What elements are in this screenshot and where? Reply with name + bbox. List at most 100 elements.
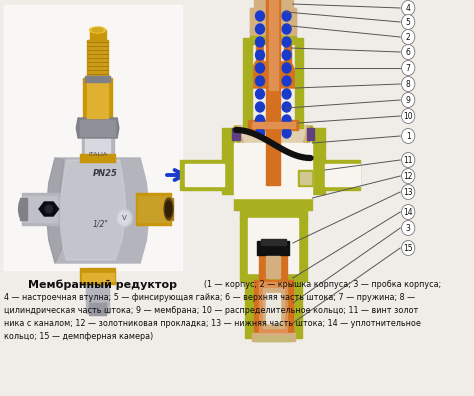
Circle shape: [282, 76, 291, 86]
Bar: [248, 120, 298, 130]
Bar: [19, 198, 27, 220]
Bar: [250, 36, 296, 44]
Circle shape: [255, 37, 264, 47]
Wedge shape: [234, 126, 312, 170]
Bar: [255, 336, 291, 341]
Bar: [252, 333, 295, 341]
Bar: [266, 293, 281, 323]
Circle shape: [401, 0, 415, 15]
Bar: [261, 0, 286, 38]
Bar: [300, 172, 310, 184]
Text: 12: 12: [403, 172, 413, 181]
Text: 9: 9: [406, 96, 410, 105]
Bar: [22, 193, 59, 225]
Bar: [82, 118, 114, 160]
Bar: [80, 268, 115, 284]
Text: 14: 14: [403, 208, 413, 217]
Ellipse shape: [18, 199, 26, 219]
Text: ника с каналом; 12 — золотниковая прокладка; 13 — нижняя часть штока; 14 — уплот: ника с каналом; 12 — золотниковая прокла…: [4, 319, 421, 328]
Text: V: V: [121, 215, 126, 221]
Circle shape: [255, 128, 264, 138]
Circle shape: [255, 50, 264, 60]
Text: кольцо; 15 — демпферная камера): кольцо; 15 — демпферная камера): [4, 332, 154, 341]
Bar: [325, 164, 360, 186]
Circle shape: [255, 11, 264, 21]
Wedge shape: [241, 126, 305, 162]
Circle shape: [401, 109, 415, 124]
Circle shape: [401, 15, 415, 29]
Bar: [255, 0, 291, 10]
Bar: [4, 5, 182, 270]
Bar: [259, 282, 288, 332]
Text: 11: 11: [403, 156, 413, 165]
Bar: [80, 154, 115, 162]
Circle shape: [401, 44, 415, 59]
Bar: [255, 10, 263, 62]
Circle shape: [401, 128, 415, 143]
Circle shape: [255, 89, 264, 99]
Bar: [89, 40, 107, 80]
Bar: [284, 10, 291, 62]
Text: PN25: PN25: [93, 169, 118, 178]
Text: 10: 10: [403, 112, 413, 121]
Circle shape: [282, 89, 291, 99]
Circle shape: [282, 11, 291, 21]
Bar: [239, 210, 307, 218]
Circle shape: [401, 152, 415, 168]
Circle shape: [282, 24, 291, 34]
Circle shape: [282, 115, 291, 125]
Bar: [169, 198, 173, 220]
Bar: [184, 164, 225, 186]
Wedge shape: [238, 126, 309, 166]
Text: 13: 13: [403, 188, 413, 197]
Bar: [248, 218, 298, 273]
Bar: [312, 128, 325, 178]
Circle shape: [45, 205, 52, 213]
Bar: [90, 30, 106, 42]
Circle shape: [401, 76, 415, 91]
Circle shape: [401, 185, 415, 200]
Bar: [87, 80, 108, 118]
Text: 6: 6: [406, 48, 410, 57]
Bar: [254, 0, 293, 10]
Bar: [279, 253, 288, 281]
Bar: [180, 160, 225, 190]
Bar: [257, 241, 289, 255]
Bar: [250, 8, 296, 38]
Bar: [87, 40, 108, 80]
Circle shape: [282, 50, 291, 60]
Circle shape: [116, 209, 132, 227]
Text: 2: 2: [406, 33, 410, 42]
Bar: [89, 303, 107, 315]
Bar: [298, 170, 312, 186]
Circle shape: [282, 63, 291, 73]
Text: 4 — настроечная втулна; 5 — финсирующая гайка; 6 — верхняя часть штока; 7 — пруж: 4 — настроечная втулна; 5 — финсирующая …: [4, 293, 416, 302]
Polygon shape: [46, 158, 149, 263]
Bar: [269, 0, 278, 90]
Text: 1: 1: [406, 132, 410, 141]
Bar: [261, 239, 286, 245]
Bar: [266, 256, 281, 278]
Bar: [136, 193, 171, 225]
Text: 4: 4: [406, 4, 410, 13]
Wedge shape: [241, 126, 305, 162]
Circle shape: [255, 63, 264, 73]
Text: 5: 5: [406, 18, 410, 27]
Circle shape: [401, 240, 415, 255]
Bar: [85, 76, 110, 82]
Text: (1 — корпус; 2 — крышка корпуса; 3 — пробка корпуса;: (1 — корпус; 2 — крышка корпуса; 3 — про…: [204, 280, 441, 289]
Bar: [254, 280, 293, 335]
Wedge shape: [238, 126, 309, 166]
Circle shape: [401, 169, 415, 183]
Ellipse shape: [90, 27, 106, 33]
Bar: [234, 143, 312, 198]
Text: 1/2": 1/2": [92, 219, 108, 228]
Circle shape: [282, 102, 291, 112]
Bar: [85, 118, 110, 160]
Circle shape: [255, 115, 264, 125]
Text: 15: 15: [403, 244, 413, 253]
Polygon shape: [59, 160, 126, 260]
Circle shape: [401, 29, 415, 44]
Ellipse shape: [92, 28, 103, 32]
Bar: [83, 78, 112, 120]
